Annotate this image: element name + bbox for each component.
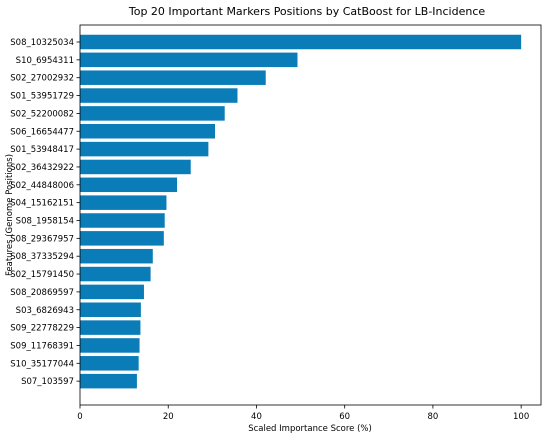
x-tick-label: 100 [513,412,529,422]
y-tick-label: S09_22778229 [10,324,74,334]
y-tick-label: S08_37335294 [10,252,74,262]
bar-S02_27002932 [80,70,266,85]
x-axis-ticks: 0 20 40 60 80 100 [77,405,529,422]
y-tick-label: S07_103597 [21,377,74,387]
bar-S08_20869597 [80,284,144,300]
y-tick-label: S10_6954311 [16,56,74,66]
bar-S08_10325034 [80,34,522,50]
bar-S10_6954311 [80,52,298,68]
y-tick-label: S02_44848006 [10,181,74,191]
y-tick-label: S02_15791450 [10,270,74,280]
x-tick-label: 20 [163,412,174,422]
bar-S08_37335294 [80,248,153,264]
bar-S02_44848006 [80,177,178,193]
y-tick-label: S04_15162151 [10,199,74,209]
x-tick-label: 40 [251,412,262,422]
x-axis-label: Scaled Importance Score (%) [248,424,372,434]
bar-S01_53951729 [80,88,238,103]
bar-S01_53948417 [80,141,209,157]
y-tick-label: S02_27002932 [10,74,74,84]
x-tick-label: 80 [428,412,439,422]
y-tick-label: S01_53951729 [10,92,74,102]
bar-S03_6826943 [80,302,141,317]
x-tick-label: 0 [77,412,82,422]
y-tick-label: S02_36432922 [10,163,74,173]
y-axis-ticks: S08_10325034 S10_6954311 S02_27002932 S01_5… [10,38,80,387]
y-tick-label: S09_11768391 [10,341,74,351]
bar-S06_16654477 [80,124,215,139]
bar-S02_52200082 [80,106,225,121]
bar-S09_11768391 [80,338,140,353]
y-axis-label: Features (Genome Positions) [5,154,15,276]
y-tick-label: S01_53948417 [10,145,74,155]
y-tick-label: S08_29367957 [10,234,74,244]
y-tick-label: S03_6826943 [16,306,74,316]
bar-S08_1958154 [80,213,165,228]
bar-S04_15162151 [80,195,167,210]
bar-S10_35177044 [80,356,139,371]
y-tick-label: S08_20869597 [10,288,74,298]
bar-S08_29367957 [80,231,164,246]
bars-group [80,34,522,389]
bar-S07_103597 [80,373,137,389]
plot-frame [79,24,542,406]
x-tick-label: 60 [339,412,350,422]
y-tick-label: S02_52200082 [10,109,74,119]
y-tick-label: S08_10325034 [10,38,74,48]
y-tick-label: S06_16654477 [10,127,74,137]
y-tick-label: S10_35177044 [10,359,74,369]
bar-S02_36432922 [80,159,191,175]
bar-S02_15791450 [80,266,151,282]
chart-title: Top 20 Important Markers Positions by Ca… [128,5,486,18]
y-tick-label: S08_1958154 [16,217,74,227]
bar-S09_22778229 [80,320,141,335]
